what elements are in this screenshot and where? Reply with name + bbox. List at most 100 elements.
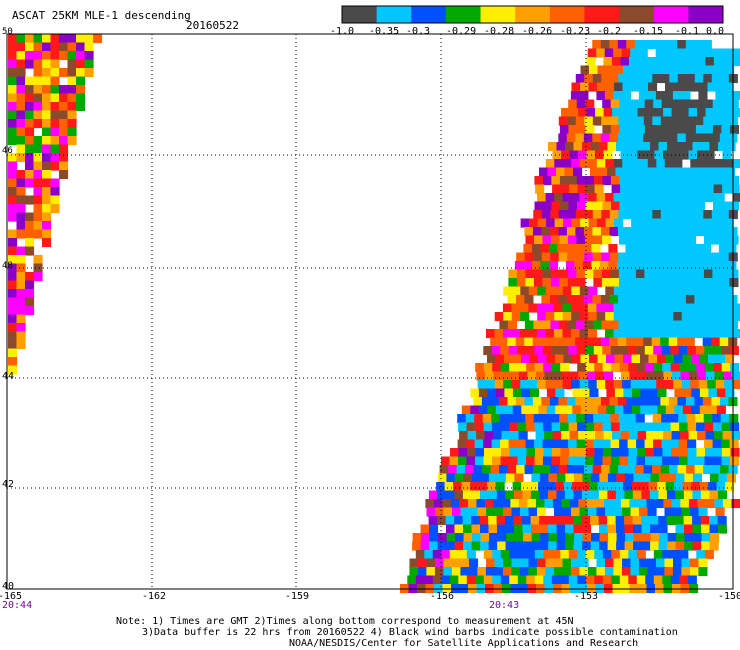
swath-cell xyxy=(654,431,664,441)
swath-cell xyxy=(25,76,35,86)
swath-cell xyxy=(655,303,665,313)
swath-cell xyxy=(494,312,504,322)
swath-cell xyxy=(420,524,430,534)
swath-cell xyxy=(697,499,707,509)
swath-cell xyxy=(670,125,680,135)
swath-cell xyxy=(504,405,514,415)
swath-cell xyxy=(568,456,578,466)
swath-cell xyxy=(462,490,472,500)
swath-cell xyxy=(715,312,725,322)
swath-cell xyxy=(480,533,490,543)
swath-cell xyxy=(667,541,677,551)
lat-label: 48 xyxy=(2,261,13,271)
swath-cell xyxy=(656,193,666,203)
swath-cell xyxy=(636,346,646,356)
swath-cell xyxy=(33,221,43,231)
swath-cell xyxy=(695,278,705,288)
swath-cell xyxy=(582,524,592,534)
swath-cell xyxy=(635,465,645,475)
swath-cell xyxy=(558,133,568,143)
swath-cell xyxy=(619,575,629,585)
swath-cell xyxy=(42,110,52,120)
swath-cell xyxy=(50,93,60,103)
swath-cell xyxy=(33,68,43,78)
swath-cell xyxy=(501,448,511,458)
swath-cell xyxy=(505,541,515,551)
swath-cell xyxy=(684,524,694,534)
swath-cell xyxy=(637,108,647,118)
swath-cell xyxy=(16,221,26,231)
swath-cell xyxy=(604,91,614,101)
swath-cell xyxy=(474,414,484,424)
swath-cell xyxy=(665,82,675,92)
swath-cell xyxy=(616,541,626,551)
swath-cell xyxy=(685,337,695,347)
swath-cell xyxy=(617,337,627,347)
swath-cell xyxy=(50,85,60,95)
swath-cell xyxy=(678,99,688,109)
swath-cell xyxy=(42,144,52,154)
swath-cell xyxy=(673,193,683,203)
swath-cell xyxy=(704,235,714,245)
swath-cell xyxy=(573,142,583,152)
swath-cell xyxy=(602,575,612,585)
swath-cell xyxy=(660,337,670,347)
swath-cell xyxy=(636,176,646,186)
swath-cell xyxy=(704,99,714,109)
swath-cell xyxy=(33,272,43,282)
swath-cell xyxy=(549,227,559,237)
swath-cell xyxy=(497,533,507,543)
swath-cell xyxy=(684,533,694,543)
swath-cell xyxy=(607,167,617,177)
swath-cell xyxy=(640,405,650,415)
swath-cell xyxy=(643,210,653,220)
swath-cell xyxy=(560,448,570,458)
swath-cell xyxy=(639,558,649,568)
swath-cell xyxy=(576,176,586,186)
swath-cell xyxy=(492,456,502,466)
swath-cell xyxy=(607,541,617,551)
swath-cell xyxy=(629,108,639,118)
swath-cell xyxy=(491,414,501,424)
swath-cell xyxy=(622,312,632,322)
swath-cell xyxy=(715,193,725,203)
swath-cell xyxy=(635,252,645,262)
swath-cell xyxy=(478,482,488,492)
swath-cell xyxy=(664,48,674,58)
swath-cell xyxy=(720,465,730,475)
swath-cell xyxy=(652,465,662,475)
swath-cell xyxy=(67,85,77,95)
swath-cell xyxy=(545,329,555,339)
swath-cell xyxy=(711,116,721,126)
swath-cell xyxy=(617,227,627,237)
swath-cell xyxy=(639,312,649,322)
swath-cell xyxy=(577,201,587,211)
swath-cell xyxy=(647,380,657,390)
swath-cell xyxy=(641,541,651,551)
swath-cell xyxy=(84,34,94,44)
swath-cell xyxy=(533,210,543,220)
swath-cell xyxy=(553,567,563,577)
swath-cell xyxy=(533,320,543,330)
swath-cell xyxy=(690,507,700,517)
swath-cell xyxy=(673,312,683,322)
swath-cell xyxy=(660,252,670,262)
swath-cell xyxy=(627,99,637,109)
swath-cell xyxy=(679,550,689,560)
swath-cell xyxy=(59,110,69,120)
swath-cell xyxy=(453,482,463,492)
swath-cell xyxy=(726,142,736,152)
swath-cell xyxy=(575,252,585,262)
swath-cell xyxy=(619,456,629,466)
swath-cell xyxy=(584,269,594,279)
swath-cell xyxy=(662,456,672,466)
swath-cell xyxy=(437,473,447,483)
swath-cell xyxy=(471,541,481,551)
swath-cell xyxy=(664,286,674,296)
swath-cell xyxy=(515,397,525,407)
swath-cell xyxy=(566,227,576,237)
swath-cell xyxy=(492,422,502,432)
swath-cell xyxy=(508,278,518,288)
swath-cell xyxy=(630,193,640,203)
swath-cell xyxy=(610,346,620,356)
